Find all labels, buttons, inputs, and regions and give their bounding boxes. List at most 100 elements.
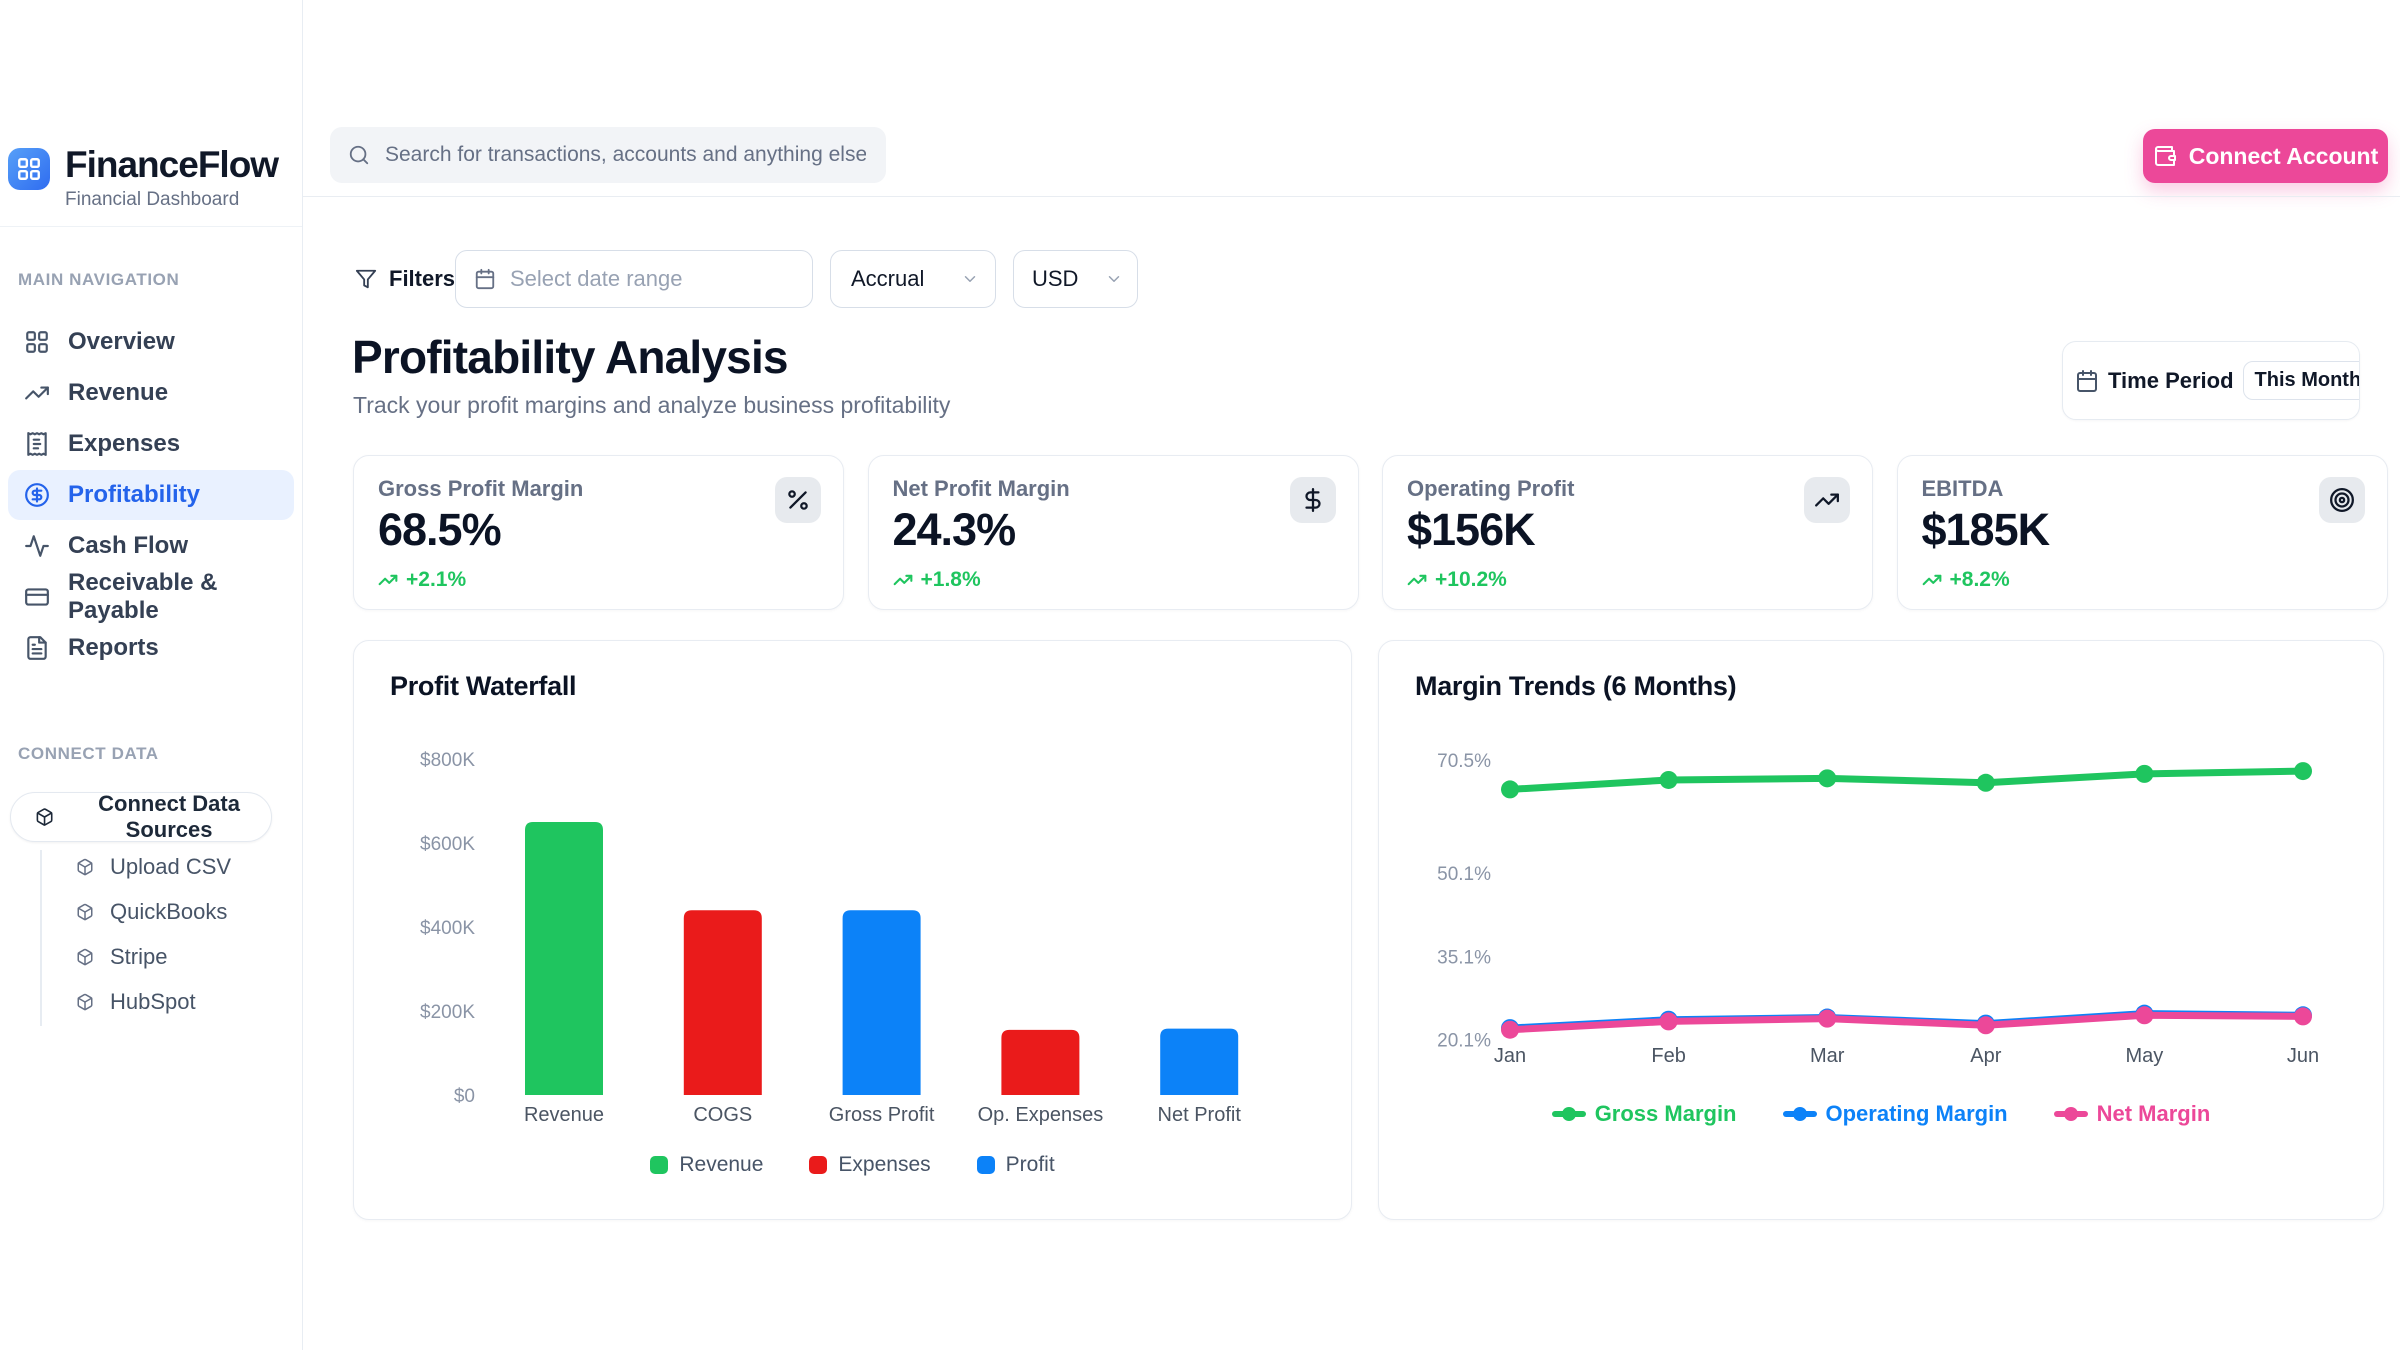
legend-gross-margin[interactable]: Gross Margin [1551,1101,1737,1127]
legend-expenses[interactable]: Expenses [809,1153,931,1177]
currency-select[interactable]: USD [1013,250,1138,308]
accounting-basis-select[interactable]: Accrual [830,250,996,308]
cube-icon [77,948,93,965]
calendar-icon [475,268,495,290]
brand-name: FinanceFlow [65,144,279,185]
kpi-card-net-profit-margin: Net Profit Margin 24.3% +1.8% [867,455,1359,610]
legend-line-marker [2053,1106,2088,1122]
legend-revenue[interactable]: Revenue [650,1153,763,1177]
kpi-label: Net Profit Margin [892,476,1070,501]
svg-text:Apr: Apr [1970,1045,2001,1067]
kpi-delta: +8.2% [1922,568,2010,592]
kpi-value: 68.5% [378,504,502,555]
svg-text:Revenue: Revenue [524,1104,604,1126]
data-source-hubspot[interactable]: HubSpot [66,979,231,1024]
trending-up-icon [1815,493,1839,507]
activity-icon [25,535,49,557]
chevron-down-icon [964,276,976,282]
basis-value: Accrual [851,266,925,291]
sidebar-item-revenue[interactable]: Revenue [8,368,294,418]
trends-legend: Gross Margin Operating Margin Net Margin [1379,1101,2383,1127]
time-period-value: This Month [2254,369,2360,391]
data-source-label: Stripe [110,943,168,969]
trending-up-icon [1407,574,1427,586]
data-source-upload-csv[interactable]: Upload CSV [66,844,231,889]
svg-text:$600K: $600K [420,834,475,855]
svg-text:$200K: $200K [420,1002,475,1023]
svg-text:20.1%: 20.1% [1437,1031,1491,1052]
search-input[interactable] [383,142,868,168]
legend-label: Net Margin [2096,1101,2211,1126]
margin-trends-card: Margin Trends (6 Months) Gross Margin Ope… [1378,640,2384,1220]
filter-funnel-icon [355,269,377,289]
time-period-select[interactable]: This Month [2242,361,2360,400]
legend-net-margin[interactable]: Net Margin [2053,1101,2211,1127]
legend-label: Revenue [679,1153,764,1176]
svg-text:Mar: Mar [1810,1045,1845,1067]
sidebar-item-label: Overview [68,328,175,355]
connect-section-header: CONNECT DATA [18,744,159,763]
sidebar-item-expenses[interactable]: Expenses [8,419,294,469]
kpi-badge [1804,477,1850,523]
layout-grid-icon [18,158,40,180]
trending-up-icon [378,574,398,586]
sidebar-item-overview[interactable]: Overview [8,317,294,367]
cube-icon [77,903,93,920]
legend-line-marker [1782,1106,1817,1122]
profit-waterfall-chart: $800K $600K $400K $200K $0 Revenue COGS Gross P… [420,750,1241,1126]
filters-text: Filters [389,266,456,291]
date-range-placeholder: Select date range [510,266,683,291]
credit-card-icon [25,588,49,606]
layout-grid-icon [26,331,48,353]
currency-value: USD [1032,266,1079,291]
kpi-value: $185K [1921,504,2051,555]
svg-text:35.1%: 35.1% [1437,947,1491,968]
svg-text:50.1%: 50.1% [1437,864,1491,885]
data-source-list: Upload CSV QuickBooks Stripe HubSpot [66,844,231,1024]
date-range-input[interactable]: Select date range [455,250,813,308]
legend-label: Profit [1005,1153,1055,1176]
sidebar-item-receivable-payable[interactable]: Receivable & Payable [8,569,294,624]
global-search[interactable] [330,127,886,183]
nav-section-header: MAIN NAVIGATION [18,270,180,289]
legend-swatch [809,1156,828,1174]
legend-profit[interactable]: Profit [976,1153,1055,1177]
brand-text: FinanceFlow Financial Dashboard [65,144,279,211]
kpi-delta: +1.8% [893,568,981,592]
filters-label: Filters [355,250,455,308]
svg-text:$0: $0 [454,1086,475,1107]
data-source-quickbooks[interactable]: QuickBooks [66,889,231,934]
connect-account-label: Connect Account [2188,142,2379,169]
data-source-label: HubSpot [110,988,196,1014]
trending-up-icon [893,574,912,586]
legend-operating-margin[interactable]: Operating Margin [1782,1101,2008,1127]
profit-waterfall-card: Profit Waterfall Revenue Expenses Profit $… [353,640,1352,1220]
page-title: Profitability Analysis [352,331,789,383]
trending-up-icon [1922,574,1941,586]
svg-text:May: May [2126,1045,2164,1067]
svg-text:Op. Expenses: Op. Expenses [978,1104,1104,1126]
header-divider [303,196,2400,197]
kpi-delta-value: +8.2% [1949,568,2010,591]
sidebar-item-profitability[interactable]: Profitability [8,470,294,520]
sidebar-nav: Overview Revenue Expenses Profitability Cash… [8,317,294,673]
kpi-badge [2318,477,2365,523]
svg-text:Gross Profit: Gross Profit [829,1104,935,1126]
sidebar-item-label: Profitability [68,481,201,508]
sidebar-item-cash-flow[interactable]: Cash Flow [8,521,294,571]
connect-account-button[interactable]: Connect Account [2143,129,2388,183]
data-source-label: Upload CSV [110,853,232,879]
file-text-icon [27,636,47,660]
kpi-delta-value: +2.1% [406,568,467,591]
kpi-label: Gross Profit Margin [378,476,584,501]
page-subtitle: Track your profit margins and analyze bu… [353,392,951,418]
svg-text:$800K: $800K [420,750,475,771]
circle-dollar-icon [25,483,49,507]
data-source-stripe[interactable]: Stripe [66,934,231,979]
connect-data-sources-button[interactable]: Connect Data Sources [10,791,272,842]
kpi-badge [775,477,821,523]
trending-up-icon [25,386,49,400]
sidebar-item-reports[interactable]: Reports [8,623,294,673]
sidebar-item-label: Cash Flow [68,532,189,559]
